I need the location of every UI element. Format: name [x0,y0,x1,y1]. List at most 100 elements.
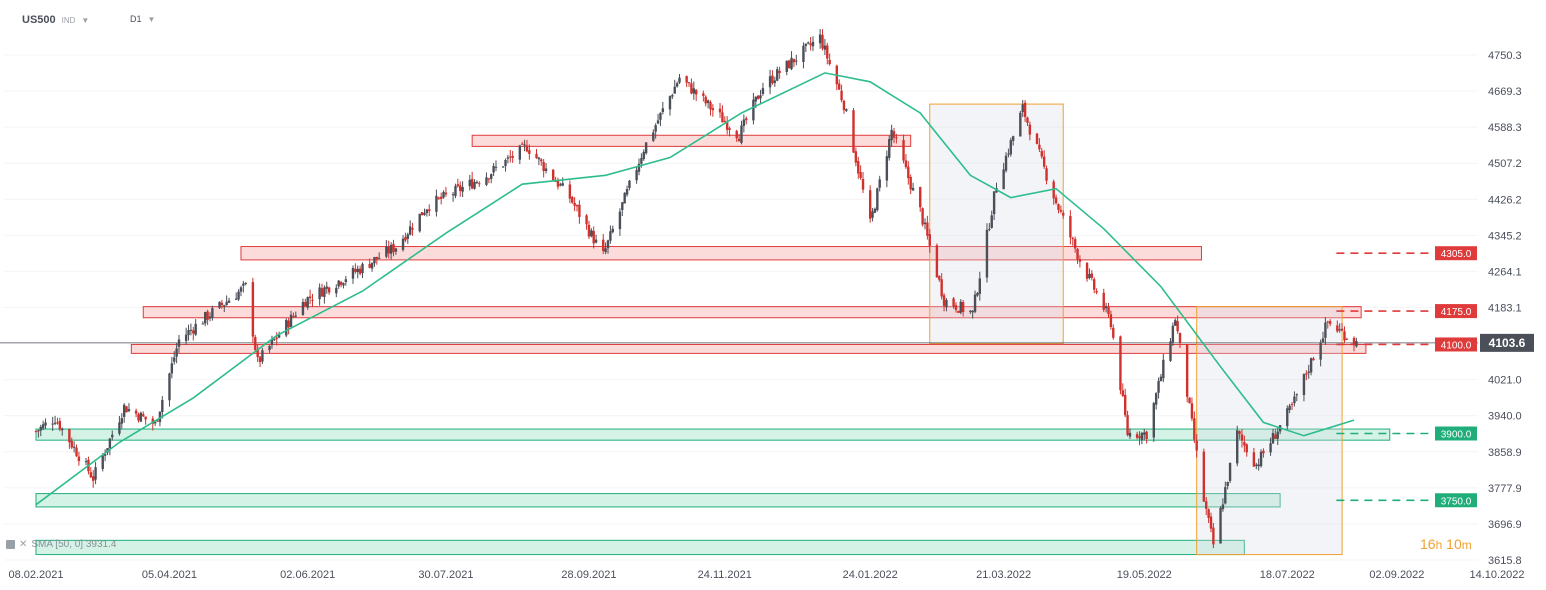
symbol-selector[interactable]: US500 IND ▼ [22,14,89,26]
candle-body [75,447,78,457]
close-icon[interactable]: ✕ [19,539,28,550]
candle-body [923,222,927,225]
candle-body [656,120,660,124]
candle-body [339,281,343,285]
x-tick-label: 28.09.2021 [561,569,616,581]
candle-body [134,410,138,414]
candle-body [642,151,645,160]
candle-body [640,158,643,164]
candle-body [725,121,729,130]
candle-body [1336,325,1339,332]
candle-body [177,339,181,347]
candle-body [127,409,131,412]
candle-body [1174,320,1177,326]
interval-selector[interactable]: D1 ▼ [130,14,155,24]
candle-body [1042,156,1046,167]
chevron-down-icon: ▼ [81,15,90,25]
candle-body [556,180,560,187]
candle-body [504,159,507,166]
candle-body [1252,452,1256,467]
candle-body [868,190,872,219]
candle-body [139,412,143,422]
candle-body [961,302,965,313]
candle-body [92,476,95,481]
candle-body [904,160,908,168]
candle-body [506,157,510,159]
candle-body [702,93,705,96]
candle-body [885,156,889,181]
candle-body [251,282,255,337]
support-zone [35,493,1281,508]
candle-body [675,83,679,87]
candle-body [756,95,760,100]
candle-body [77,456,81,462]
candle-body [404,237,407,241]
candle-body [852,110,855,153]
candle-body [501,166,505,168]
candle-body [206,311,209,320]
candle-body [1178,332,1182,343]
candle-body [1209,516,1213,529]
candle-body [628,180,631,189]
candle-body [490,174,493,179]
candle-body [859,172,862,179]
candle-body [1269,443,1272,453]
candle-body [759,95,762,99]
candle-body [1226,481,1229,487]
candle-body [704,96,707,104]
candle-body [58,420,62,430]
candle-body [926,222,929,236]
candle-body [1293,396,1296,404]
support-zone [35,428,1391,441]
candle-body [919,187,922,208]
candle-body [635,170,638,181]
candle-countdown: 16h 10m [1420,536,1472,552]
candle-body [144,416,147,420]
candle-body [1259,451,1263,467]
timer-h: h [1435,538,1443,552]
candle-body [325,286,328,289]
candle-body [571,197,574,203]
candle-body [34,431,38,433]
candle-body [268,345,271,351]
level-tag [1435,426,1477,441]
x-tick-label: 19.05.2022 [1117,569,1172,581]
candle-body [1307,371,1310,374]
candle-body [811,41,815,47]
candle-body [673,86,676,94]
candle-body [227,300,231,303]
range-boxes [929,103,1343,556]
candle-body [320,288,324,297]
candle-body [690,83,693,94]
candle-body [1188,397,1191,404]
candle-body [277,334,281,338]
level-tag [1435,337,1477,352]
candle-body [1002,169,1005,190]
candle-body [1271,432,1275,444]
candle-body [521,143,524,145]
candle-body [318,287,321,300]
candle-body [70,440,73,448]
candle-body [694,89,698,95]
candle-body [1045,168,1048,181]
candle-body [208,316,212,319]
candle-body [492,165,495,173]
candle-body [459,185,462,191]
candle-body [142,414,145,417]
candle-body [1054,197,1058,204]
candle-body [1154,393,1158,405]
candle-body [118,422,121,434]
candle-body [1102,292,1105,310]
candle-body [969,310,972,312]
candle-body [921,208,924,225]
candle-body [940,279,943,297]
candle-body [1028,124,1032,135]
candle-body [1038,144,1041,150]
candle-body [592,230,595,244]
candle-body [456,184,460,187]
candle-body [1319,342,1322,360]
candle-body [1152,403,1155,438]
candle-body [928,234,931,246]
settings-icon[interactable] [6,540,15,549]
